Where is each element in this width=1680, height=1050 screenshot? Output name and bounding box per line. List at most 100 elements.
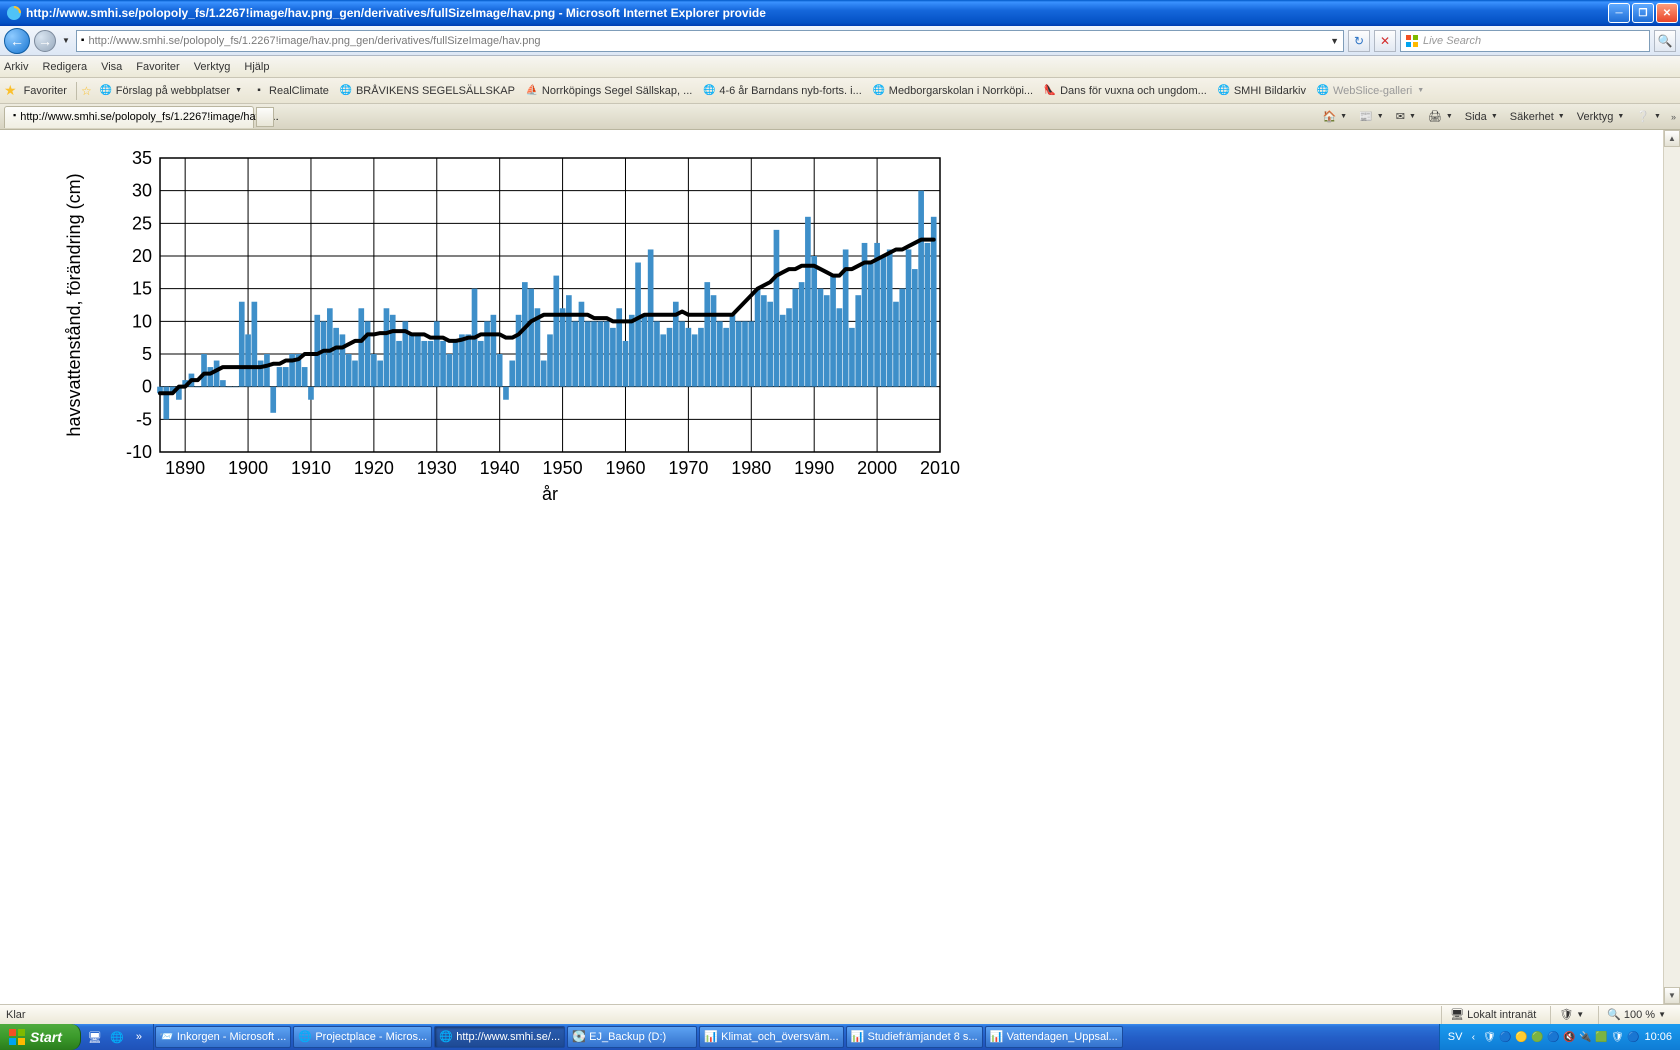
bookmark-item[interactable]: 👠Dans för vuxna och ungdom... (1038, 82, 1212, 100)
toolbar-icon: 🏠 (1322, 110, 1336, 123)
taskbar-task[interactable]: 🌐Projectplace - Micros... (293, 1026, 432, 1048)
svg-text:1960: 1960 (605, 458, 645, 478)
toolbar-Säkerhet-button[interactable]: Säkerhet ▼ (1506, 109, 1569, 125)
tray-icon[interactable]: 🛡 (1482, 1030, 1496, 1044)
protected-mode[interactable]: 🛡▼ (1550, 1006, 1592, 1024)
zoom-control[interactable]: 🔍 100 % ▼ (1598, 1006, 1674, 1024)
refresh-button[interactable]: ↻ (1348, 30, 1370, 52)
zone-label: Lokalt intranät (1467, 1009, 1536, 1021)
task-label: Inkorgen - Microsoft ... (177, 1031, 286, 1043)
bookmark-item[interactable]: 🌐SMHI Bildarkiv (1212, 82, 1311, 100)
nav-history-dropdown[interactable]: ▼ (60, 36, 72, 45)
search-icon: 🔍 (1658, 34, 1673, 48)
toolbar-icon: 🖨 (1428, 110, 1442, 123)
taskbar-task[interactable]: 💽EJ_Backup (D:) (567, 1026, 697, 1048)
tray-icon[interactable]: ‹ (1466, 1030, 1480, 1044)
zoom-value: 100 % (1624, 1009, 1655, 1021)
task-buttons: 📨Inkorgen - Microsoft ...🌐Projectplace -… (154, 1024, 1439, 1050)
start-button[interactable]: Start (0, 1024, 81, 1050)
taskbar-task[interactable]: 📊Vattendagen_Uppsal... (985, 1026, 1123, 1048)
menu-arkiv[interactable]: Arkiv (4, 61, 28, 73)
favorites-label[interactable]: Favoriter (19, 83, 72, 99)
bookmark-item[interactable]: 🌐4-6 år Barndans nyb-forts. i... (697, 82, 866, 100)
shield-icon: 🛡 (1559, 1008, 1573, 1021)
scroll-down-button[interactable]: ▼ (1664, 987, 1680, 1004)
tray-icon[interactable]: 🔵 (1546, 1030, 1560, 1044)
minimize-button[interactable]: ─ (1608, 3, 1630, 23)
browser-tab[interactable]: ▪http://www.smhi.se/polopoly_fs/1.2267!i… (4, 106, 254, 128)
toolbar-expand-icon[interactable]: » (1671, 112, 1676, 122)
address-bar[interactable]: ▪ http://www.smhi.se/polopoly_fs/1.2267!… (76, 30, 1344, 52)
quick-launch: 🖥🌐» (81, 1024, 154, 1050)
dropdown-icon: ▼ (1558, 113, 1565, 120)
language-indicator[interactable]: SV (1448, 1031, 1463, 1043)
menu-hjälp[interactable]: Hjälp (244, 61, 269, 73)
bookmark-item[interactable]: 🌐Medborgarskolan i Norrköpi... (867, 82, 1038, 100)
dropdown-icon: ▼ (1617, 113, 1624, 120)
toolbar-icon-button[interactable]: 🏠▼ (1318, 108, 1351, 125)
tray-icon[interactable]: 🟡 (1514, 1030, 1528, 1044)
bookmark-item[interactable]: ▪RealClimate (247, 82, 334, 100)
search-box[interactable]: Live Search (1400, 30, 1650, 52)
quick-launch-item[interactable]: » (129, 1027, 149, 1047)
task-icon: 🌐 (298, 1030, 312, 1044)
menu-redigera[interactable]: Redigera (42, 61, 87, 73)
toolbar-icon-button[interactable]: ❔▼ (1632, 108, 1665, 125)
window-titlebar: http://www.smhi.se/polopoly_fs/1.2267!im… (0, 0, 1680, 26)
quick-launch-item[interactable]: 🌐 (107, 1027, 127, 1047)
tray-icon[interactable]: 🔵 (1626, 1030, 1640, 1044)
taskbar-task[interactable]: 📨Inkorgen - Microsoft ... (155, 1026, 291, 1048)
back-button[interactable]: ← (4, 28, 30, 54)
dropdown-icon: ▼ (1446, 113, 1453, 120)
menu-favoriter[interactable]: Favoriter (136, 61, 179, 73)
tray-icon[interactable]: 🔌 (1578, 1030, 1592, 1044)
taskbar-task[interactable]: 📊Klimat_och_översväm... (699, 1026, 843, 1048)
ie-logo-icon (6, 5, 22, 21)
toolbar-icon-button[interactable]: 📰▼ (1355, 108, 1388, 125)
bookmark-item[interactable]: 🌐Förslag på webbplatser▼ (94, 82, 247, 100)
bookmark-favicon-icon: 🌐 (1217, 84, 1231, 98)
menu-verktyg[interactable]: Verktyg (194, 61, 231, 73)
security-zone[interactable]: 🖥 Lokalt intranät (1441, 1006, 1544, 1024)
tray-icon[interactable]: 🛡 (1610, 1030, 1624, 1044)
maximize-button[interactable]: ❐ (1632, 3, 1654, 23)
toolbar-Sida-button[interactable]: Sida▼ (1461, 109, 1502, 125)
tray-icon[interactable]: 🔵 (1498, 1030, 1512, 1044)
menu-visa[interactable]: Visa (101, 61, 122, 73)
toolbar-Verktyg-button[interactable]: Verktyg▼ (1573, 109, 1629, 125)
search-placeholder: Live Search (1423, 35, 1645, 47)
bookmark-item[interactable]: ⛵Norrköpings Segel Sällskap, ... (520, 82, 697, 100)
toolbar-icon-button[interactable]: ✉▼ (1392, 108, 1420, 125)
taskbar-task[interactable]: 🌐http://www.smhi.se/... (434, 1026, 565, 1048)
toolbar-icon-button[interactable]: 🖨▼ (1424, 108, 1457, 125)
back-arrow-icon: ← (10, 33, 24, 49)
windows-logo-icon (8, 1028, 26, 1046)
taskbar-task[interactable]: 📊Studiefrämjandet 8 s... (846, 1026, 983, 1048)
add-favorite-icon[interactable]: ☆ (81, 84, 92, 98)
clock[interactable]: 10:06 (1644, 1031, 1672, 1043)
forward-button[interactable]: → (34, 30, 56, 52)
task-icon: 📊 (851, 1030, 865, 1044)
bookmark-item[interactable]: 🌐BRÅVIKENS SEGELSÄLLSKAP (334, 82, 520, 100)
task-label: Projectplace - Micros... (315, 1031, 427, 1043)
new-tab-button[interactable] (256, 107, 274, 127)
svg-text:1970: 1970 (668, 458, 708, 478)
close-button[interactable]: ✕ (1656, 3, 1678, 23)
address-dropdown-icon[interactable]: ▼ (1330, 36, 1339, 46)
stop-button[interactable]: ✕ (1374, 30, 1396, 52)
tray-icon[interactable]: 🟩 (1594, 1030, 1608, 1044)
search-go-button[interactable]: 🔍 (1654, 30, 1676, 52)
quick-launch-item[interactable]: 🖥 (85, 1027, 105, 1047)
tray-icon[interactable]: 🔇 (1562, 1030, 1576, 1044)
forward-arrow-icon: → (38, 33, 52, 49)
svg-text:2010: 2010 (920, 458, 960, 478)
tray-icon[interactable]: 🟢 (1530, 1030, 1544, 1044)
svg-text:10: 10 (132, 311, 152, 331)
vertical-scrollbar[interactable]: ▲ ▼ (1663, 130, 1680, 1004)
svg-text:1940: 1940 (480, 458, 520, 478)
scroll-up-button[interactable]: ▲ (1664, 130, 1680, 147)
bookmark-item[interactable]: 🌐WebSlice-galleri▼ (1311, 82, 1429, 100)
toolbar-label: Säkerhet (1510, 111, 1554, 123)
bookmark-label: WebSlice-galleri (1333, 85, 1412, 97)
favorites-star-icon[interactable]: ★ (4, 82, 17, 99)
